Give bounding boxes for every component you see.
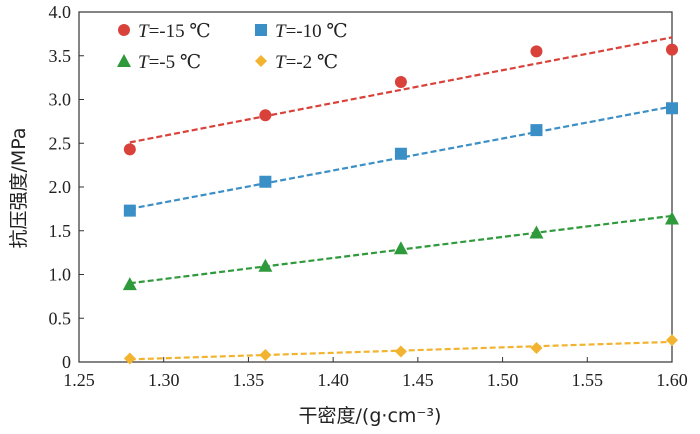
x-axis-title: 干密度/(g·cm⁻³) [299, 405, 442, 427]
y-axis-title: 抗压强度/MPa [8, 127, 30, 248]
y-tick-label: 2.5 [49, 133, 72, 153]
x-tick-label: 1.40 [317, 370, 349, 390]
data-point [530, 342, 543, 354]
legend-label-value: =-15 ℃ [149, 21, 211, 42]
legend-marker [117, 54, 131, 67]
legend-marker [255, 24, 267, 36]
legend-marker [255, 55, 267, 67]
data-point [123, 352, 136, 365]
legend-label: T=-5 ℃ [138, 52, 201, 73]
data-point [259, 175, 272, 188]
data-point [666, 102, 678, 115]
legend-label-value: =-10 ℃ [286, 21, 348, 42]
legend-label-symbol: T [275, 52, 287, 73]
data-point [666, 334, 678, 347]
data-point [530, 45, 543, 58]
legend-label-value: =-5 ℃ [149, 52, 202, 73]
legend-label-value: =-2 ℃ [286, 52, 339, 73]
y-tick-label: 0 [62, 352, 71, 372]
data-point [394, 345, 407, 358]
y-tick-label: 0.5 [49, 308, 72, 328]
y-tick-label: 2.0 [49, 177, 72, 197]
data-point [122, 277, 137, 291]
y-tick-label: 4.0 [49, 2, 72, 22]
legend-label: T=-10 ℃ [275, 21, 348, 42]
data-point [665, 211, 679, 225]
x-tick-label: 1.55 [572, 370, 604, 390]
legend: T=-15 ℃ T=-10 ℃T=-5 ℃ T=-2 ℃ [117, 21, 348, 73]
x-tick-label: 1.25 [63, 370, 95, 390]
data-markers [122, 43, 679, 365]
legend-label-symbol: T [275, 21, 287, 42]
y-tick-label: 1.5 [49, 221, 72, 241]
data-point [259, 109, 272, 122]
data-point [666, 43, 678, 56]
y-tick-label: 3.5 [49, 46, 72, 66]
data-point [529, 225, 544, 239]
data-point [393, 241, 408, 255]
data-point [394, 147, 407, 160]
y-tick-label: 1.0 [49, 265, 72, 285]
data-point [259, 349, 272, 361]
y-tick-label: 3.0 [49, 90, 72, 110]
data-point [123, 204, 136, 217]
axis-ticks: 1.25 1.30 1.35 1.40 1.45 1.50 1.55 1.60 0 0.5 1.0 1… [49, 2, 688, 390]
fit-line [129, 36, 673, 144]
legend-label: T=-2 ℃ [275, 52, 338, 73]
legend-marker [118, 24, 130, 36]
x-tick-label: 1.35 [233, 370, 265, 390]
data-point [123, 143, 136, 156]
data-point [530, 124, 543, 137]
x-tick-label: 1.45 [402, 370, 434, 390]
x-tick-label: 1.60 [656, 370, 688, 390]
legend-label-symbol: T [138, 21, 150, 42]
data-point [258, 258, 273, 272]
data-point [394, 76, 407, 88]
x-tick-label: 1.50 [487, 370, 519, 390]
legend-label-symbol: T [138, 52, 150, 73]
legend-label: T=-15 ℃ [138, 21, 211, 42]
x-tick-label: 1.30 [148, 370, 180, 390]
